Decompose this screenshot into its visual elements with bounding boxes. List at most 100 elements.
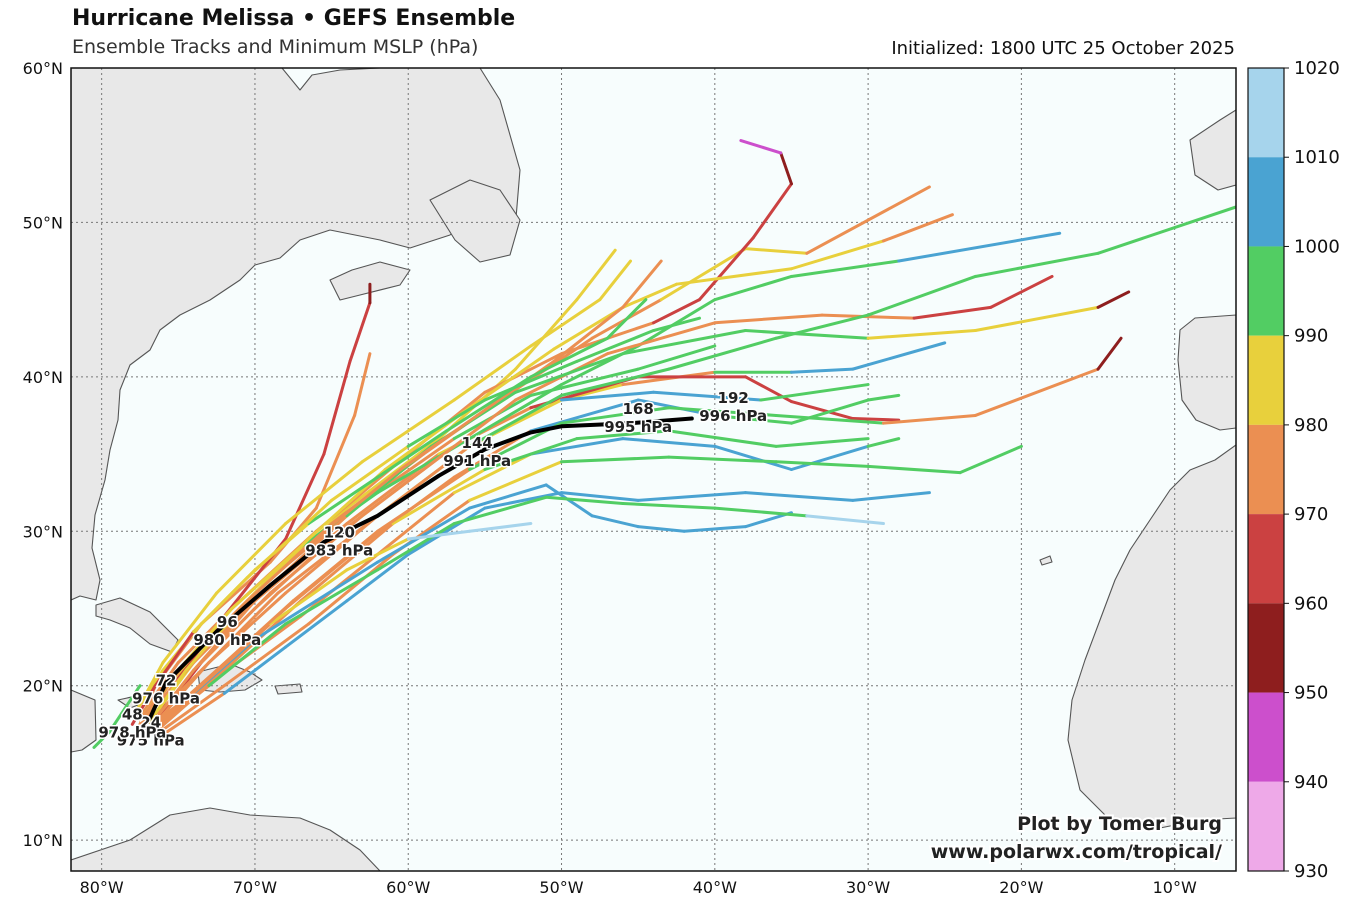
track-segment [468,522,533,533]
track-segment [652,316,701,333]
track-segment [245,529,326,603]
track-segment [560,491,640,502]
track-segment [314,560,380,603]
track-segment [575,248,617,302]
track-segment [153,630,196,688]
initialized-time: Initialized: 1800 UTC 25 October 2025 [891,38,1235,59]
canary-islands-land [1039,555,1053,566]
colorbar-tick-label: 970 [1294,504,1328,525]
colorbar-tick-label: 980 [1294,415,1328,436]
track-segment [483,437,579,471]
track-segment [345,537,410,572]
lon-tick-label: 70°W [233,878,277,897]
track-segment [215,522,288,595]
track-segment [866,393,901,402]
track-segment [912,305,993,320]
track-segment [322,468,403,533]
forecast-pressure: 983 hPa [305,541,373,559]
track-segment [759,383,870,402]
track-segment [307,475,380,526]
track-segment [376,491,456,556]
track-segment [621,370,717,387]
track-segment [452,452,533,495]
track-segment [866,329,977,340]
pressure-colorbar: 1020 1010 1000 990 980 970 960 950 940 930 [1247,58,1340,882]
colorbar-tick-label: 1010 [1294,147,1340,168]
track-segment [636,491,747,502]
track-segment [805,514,885,526]
forecast-pressure: 980 hPa [193,631,261,649]
colorbar-bin [1248,514,1284,604]
lat-tick-label: 50°N [23,213,63,232]
track-segment [789,444,870,471]
track-segment [284,460,364,526]
track-segment [973,251,1100,278]
track-segment [743,329,870,340]
credit-url: www.polarwx.com/tropical/ [931,841,1222,863]
track-segment [468,483,548,510]
colorbar-bin [1248,424,1284,515]
forecast-pressure: 975 hPa [117,731,185,749]
track-segment [713,274,793,302]
track-segment [575,329,655,363]
track-segment [284,568,380,626]
track-segment [483,352,564,394]
track-segment [192,576,249,634]
track-segment [789,367,855,374]
forecast-hour: 72 [156,672,177,690]
track-segment [406,398,487,448]
track-segment [973,305,1100,333]
colorbar-bin [1248,335,1284,425]
colorbar-bin [1248,157,1284,247]
track-segment [1096,290,1131,309]
track-segment [222,645,288,695]
track-segment [652,390,763,402]
colorbar-tick-label: 940 [1294,772,1328,793]
track-segment [468,383,564,441]
forecast-pressure: 996 hPa [699,407,767,425]
forecast-pressure: 976 hPa [132,690,200,708]
iberia-land [1177,314,1236,431]
track-segment [774,460,870,468]
track-segment [674,267,793,286]
track-segment [560,455,671,464]
track-segment [138,661,180,719]
track-segment [207,622,288,688]
lon-tick-label: 60°W [386,878,430,897]
track-segment [299,522,395,603]
track-segment [590,514,640,529]
track-segment [529,298,602,348]
track-segment [866,274,977,317]
track-segment [713,413,793,425]
track-segment [751,182,793,240]
ireland-land [1189,109,1236,191]
colorbar-bin [1248,692,1284,782]
track-segment [529,336,610,379]
track-segment [544,495,625,505]
track-segment [360,398,456,464]
ensemble-tracks [92,139,1236,749]
track-segment [422,398,518,471]
track-segment [805,185,931,255]
track-segment [881,413,977,425]
track-segment [552,305,625,351]
colorbar-tick-label: 1020 [1294,58,1340,79]
track-segment [667,455,778,464]
track-segment [621,259,663,309]
track-segment [192,606,257,672]
track-segment [348,301,372,363]
forecast-hour: 120 [324,523,355,541]
land-layer [71,68,1236,871]
track-segment [161,591,219,665]
lat-tick-label: 10°N [23,831,63,850]
lat-tick-label: 20°N [23,677,63,696]
nova-scotia-land [329,261,411,301]
latitude-labels: 60°N 50°N 40°N 30°N 20°N 10°N [23,59,63,850]
plot-title: Hurricane Melissa • GEFS Ensemble [72,6,516,31]
south-america-land [71,807,381,871]
track-segment [621,501,717,510]
lat-tick-label: 60°N [23,59,63,78]
cuba-land [95,597,179,653]
forecast-pressure: 991 hPa [443,452,511,470]
